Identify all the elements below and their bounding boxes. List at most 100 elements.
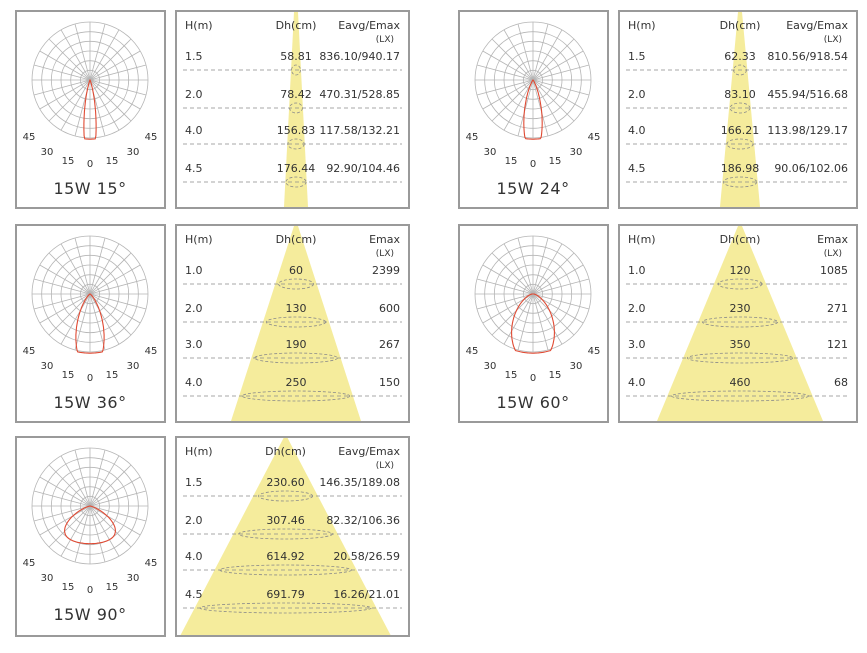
polar-tick-label: 30 bbox=[127, 361, 140, 372]
header-height: H(m) bbox=[185, 445, 213, 458]
polar-panel-15: 45 30 15 0 15 30 45 15W 15° bbox=[15, 10, 166, 209]
header-illuminance: Eavg/Emax bbox=[338, 445, 400, 458]
cell-height: 4.5 bbox=[185, 588, 203, 601]
polar-tick-label: 30 bbox=[127, 147, 140, 158]
polar-tick-label: 45 bbox=[145, 132, 158, 143]
header-height: H(m) bbox=[185, 19, 213, 32]
polar-tick-label: 45 bbox=[145, 558, 158, 569]
polar-chart-36: 45 30 15 0 15 30 45 15W 36° bbox=[23, 235, 157, 412]
cell-diameter: 130 bbox=[286, 302, 307, 315]
table-panel-90: H(m) Dh(cm) Eavg/Emax (LX) 1.5 230.60 146.35/1… bbox=[175, 436, 410, 637]
polar-tick-label: 15 bbox=[62, 370, 75, 381]
cell-diameter: 176.44 bbox=[277, 162, 316, 175]
cell-illuminance: 836.10/940.17 bbox=[319, 50, 400, 63]
cell-illuminance: 810.56/918.54 bbox=[767, 50, 848, 63]
cell-diameter: 83.10 bbox=[724, 88, 756, 101]
header-diameter: Dh(cm) bbox=[265, 445, 306, 458]
polar-tick-label: 30 bbox=[484, 147, 497, 158]
cell-height: 3.0 bbox=[628, 338, 646, 351]
beam-section bbox=[729, 102, 751, 114]
polar-tick-label: 15 bbox=[62, 582, 75, 593]
cell-illuminance: 600 bbox=[379, 302, 400, 315]
polar-tick-label: 45 bbox=[23, 132, 36, 143]
intensity-curve bbox=[64, 505, 116, 545]
polar-tick-label: 30 bbox=[484, 361, 497, 372]
cell-diameter: 120 bbox=[730, 264, 751, 277]
polar-tick-label: 15 bbox=[505, 370, 518, 381]
cell-diameter: 78.42 bbox=[280, 88, 312, 101]
beam-section bbox=[701, 316, 779, 328]
polar-tick-label: 0 bbox=[530, 159, 536, 170]
polar-title: 15W 15° bbox=[53, 179, 126, 198]
cell-diameter: 62.33 bbox=[724, 50, 756, 63]
polar-tick-label: 15 bbox=[106, 156, 119, 167]
beam-section bbox=[241, 390, 351, 402]
beam-cone bbox=[720, 12, 760, 207]
cell-illuminance: 150 bbox=[379, 376, 400, 389]
beam-table-90: H(m) Dh(cm) Eavg/Emax (LX) 1.5 230.60 146.35/1… bbox=[180, 438, 402, 635]
beam-cone bbox=[284, 12, 308, 207]
cell-height: 1.0 bbox=[628, 264, 646, 277]
table-panel-36: H(m) Dh(cm) Emax (LX) 1.0 60 2399 2.0 130 600 3.0 1… bbox=[175, 224, 410, 423]
polar-tick-label: 45 bbox=[588, 132, 601, 143]
header-unit: (LX) bbox=[824, 35, 842, 45]
polar-tick-label: 0 bbox=[87, 159, 93, 170]
cell-illuminance: 117.58/132.21 bbox=[319, 124, 400, 137]
polar-tick-label: 15 bbox=[505, 156, 518, 167]
table-panel-24: H(m) Dh(cm) Eavg/Emax (LX) 1.5 62.33 810.56/91… bbox=[618, 10, 858, 209]
beam-section bbox=[291, 64, 301, 76]
polar-tick-label: 30 bbox=[41, 573, 54, 584]
polar-tick-label: 0 bbox=[87, 373, 93, 384]
polar-tick-label: 15 bbox=[549, 370, 562, 381]
cell-illuminance: 92.90/104.46 bbox=[326, 162, 400, 175]
polar-tick-label: 30 bbox=[570, 147, 583, 158]
polar-panel-90: 45 30 15 0 15 30 45 15W 90° bbox=[15, 436, 166, 637]
polar-title: 15W 36° bbox=[53, 393, 126, 412]
cell-illuminance: 2399 bbox=[372, 264, 400, 277]
beam-table-36: H(m) Dh(cm) Emax (LX) 1.0 60 2399 2.0 130 600 3.0 1… bbox=[183, 226, 402, 421]
cell-diameter: 156.83 bbox=[277, 124, 316, 137]
polar-tick-label: 30 bbox=[41, 361, 54, 372]
header-unit: (LX) bbox=[376, 249, 394, 259]
cell-height: 4.5 bbox=[185, 162, 203, 175]
cell-height: 3.0 bbox=[185, 338, 203, 351]
header-diameter: Dh(cm) bbox=[276, 19, 317, 32]
cell-diameter: 166.21 bbox=[721, 124, 760, 137]
beam-table-24: H(m) Dh(cm) Eavg/Emax (LX) 1.5 62.33 810.56/91… bbox=[626, 12, 850, 207]
intensity-curve bbox=[83, 79, 97, 140]
intensity-curve bbox=[75, 293, 105, 354]
beam-section bbox=[285, 176, 307, 188]
beam-cone bbox=[231, 226, 361, 421]
cell-illuminance: 20.58/26.59 bbox=[333, 550, 400, 563]
polar-tick-label: 45 bbox=[23, 558, 36, 569]
table-panel-15: H(m) Dh(cm) Eavg/Emax (LX) 1.5 58.81 836.10/94… bbox=[175, 10, 410, 209]
cell-height: 4.0 bbox=[628, 124, 646, 137]
header-illuminance: Emax bbox=[369, 233, 400, 246]
cell-illuminance: 455.94/516.68 bbox=[767, 88, 848, 101]
polar-tick-label: 30 bbox=[41, 147, 54, 158]
cell-illuminance: 121 bbox=[827, 338, 848, 351]
beam-section bbox=[278, 278, 314, 290]
polar-tick-label: 30 bbox=[127, 573, 140, 584]
cell-height: 2.0 bbox=[185, 302, 203, 315]
cell-diameter: 250 bbox=[286, 376, 307, 389]
cell-illuminance: 82.32/106.36 bbox=[326, 514, 400, 527]
polar-panel-60: 45 30 15 0 15 30 45 15W 60° bbox=[458, 224, 609, 423]
cell-illuminance: 16.26/21.01 bbox=[333, 588, 400, 601]
beam-table-60: H(m) Dh(cm) Emax (LX) 1.0 120 1085 2.0 230 271 3.0… bbox=[626, 226, 850, 421]
cell-height: 4.5 bbox=[628, 162, 646, 175]
cell-height: 2.0 bbox=[185, 88, 203, 101]
cell-diameter: 350 bbox=[730, 338, 751, 351]
cell-illuminance: 470.31/528.85 bbox=[319, 88, 400, 101]
header-illuminance: Eavg/Emax bbox=[338, 19, 400, 32]
cell-height: 1.5 bbox=[185, 476, 203, 489]
table-panel-60: H(m) Dh(cm) Emax (LX) 1.0 120 1085 2.0 230 271 3.0… bbox=[618, 224, 858, 423]
header-unit: (LX) bbox=[376, 461, 394, 471]
header-illuminance: Eavg/Emax bbox=[786, 19, 848, 32]
polar-tick-label: 15 bbox=[106, 582, 119, 593]
cell-diameter: 307.46 bbox=[266, 514, 305, 527]
cell-height: 2.0 bbox=[185, 514, 203, 527]
polar-chart-24: 45 30 15 0 15 30 45 15W 24° bbox=[466, 21, 601, 198]
cell-height: 1.5 bbox=[185, 50, 203, 63]
cell-height: 4.0 bbox=[185, 376, 203, 389]
